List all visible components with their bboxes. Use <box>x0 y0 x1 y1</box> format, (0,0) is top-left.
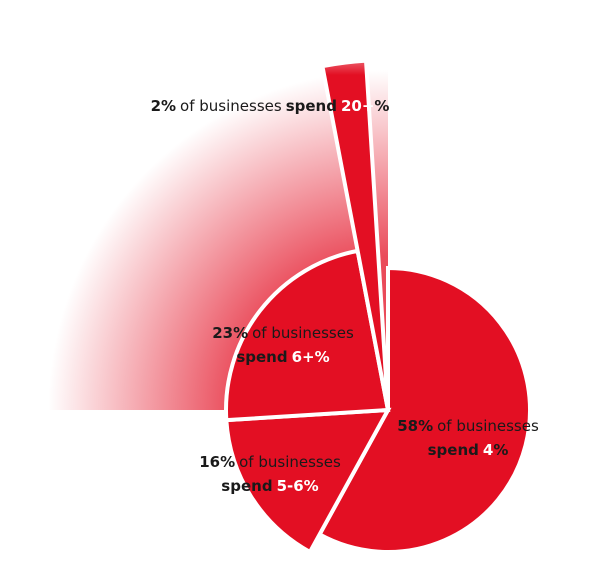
label-unit: % <box>374 97 389 115</box>
slice-label: 23% of businesses <box>212 324 354 342</box>
label-unit: % <box>493 441 508 459</box>
pie-slice <box>224 407 392 555</box>
label-text: of businesses <box>437 417 539 435</box>
pie-slice <box>320 58 390 411</box>
label-text: of businesses <box>252 324 354 342</box>
label-verb: spend <box>286 97 337 115</box>
slice-label: spend 5-6% <box>221 477 318 495</box>
label-verb: spend <box>236 348 287 366</box>
label-text: of businesses <box>239 453 341 471</box>
label-amount: 20+ <box>341 97 374 115</box>
label-verb: spend <box>221 477 272 495</box>
slice-label: spend 6+% <box>236 348 329 366</box>
label-percent: 2% <box>151 97 176 115</box>
label-unit: % <box>315 348 330 366</box>
label-percent: 58% <box>397 417 433 435</box>
label-amount: 6+ <box>292 348 315 366</box>
label-verb: spend <box>428 441 479 459</box>
slice-label: 58% of businesses <box>397 417 539 435</box>
label-percent: 23% <box>212 324 248 342</box>
label-unit: % <box>304 477 319 495</box>
slice-label: spend 4% <box>428 441 509 459</box>
label-percent: 16% <box>199 453 235 471</box>
pie-slice <box>316 265 532 554</box>
slice-label: 16% of businesses <box>199 453 341 471</box>
label-amount: 5-6 <box>277 477 304 495</box>
label-amount: 4 <box>483 441 493 459</box>
label-text: of businesses <box>180 97 282 115</box>
slice-label: 2% of businesses spend 20+% <box>151 97 390 115</box>
pie-slice <box>224 248 391 423</box>
slices <box>224 58 532 555</box>
